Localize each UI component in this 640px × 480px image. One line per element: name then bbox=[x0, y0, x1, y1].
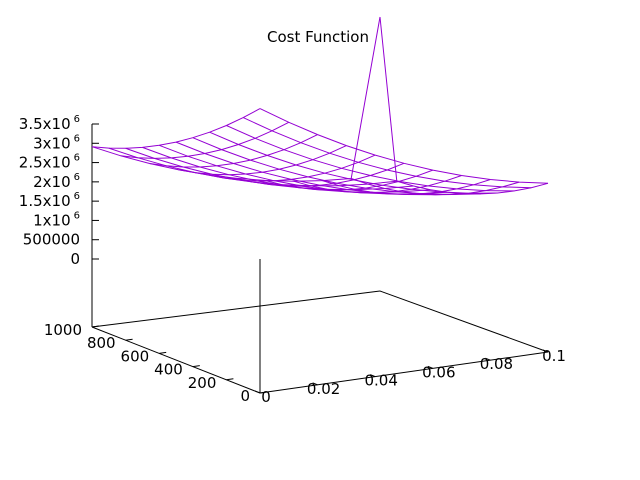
x-axis-ticks: 0 0.02 0.04 0.06 0.08 0.1 bbox=[254, 347, 566, 406]
y-tick-mark bbox=[159, 351, 167, 354]
back-edge-x-max bbox=[379, 290, 549, 353]
surface-mesh bbox=[91, 16, 549, 196]
x-tick-label: 0.02 bbox=[307, 380, 340, 398]
surface-mesh-line bbox=[235, 162, 405, 187]
surface-mesh-line bbox=[207, 154, 376, 182]
z-tick-label: 3.5x10 6 bbox=[19, 114, 80, 133]
x-tick-mark bbox=[485, 357, 491, 361]
z-tick-label: 2.5x10 6 bbox=[19, 153, 80, 172]
surface-mesh-line bbox=[351, 178, 520, 196]
z-tick-label: 3x10 6 bbox=[33, 133, 80, 152]
y-tick-label: 0 bbox=[240, 387, 250, 405]
surface-mesh-line bbox=[178, 145, 347, 176]
x-tick-mark bbox=[427, 365, 433, 369]
surface-mesh-line bbox=[242, 117, 532, 189]
surface-mesh-line bbox=[120, 121, 290, 159]
z-tick-label: 1x10 6 bbox=[33, 210, 80, 229]
surface-mesh-line bbox=[322, 179, 491, 196]
y-axis-line bbox=[91, 326, 261, 394]
x-tick-label: 0 bbox=[261, 388, 271, 406]
surface-mesh-line bbox=[379, 16, 549, 195]
x-tick-label: 0.1 bbox=[542, 347, 566, 365]
x-tick-mark bbox=[312, 382, 318, 386]
x-axis-line bbox=[259, 351, 549, 394]
x-tick-label: 0.08 bbox=[480, 355, 513, 373]
x-tick-label: 0.04 bbox=[364, 372, 397, 390]
y-tick-label: 600 bbox=[121, 347, 150, 365]
z-tick-label: 2x10 6 bbox=[33, 172, 80, 191]
y-tick-mark bbox=[125, 338, 133, 341]
surface-mesh-line bbox=[264, 169, 433, 191]
surface-mesh-line bbox=[91, 108, 261, 149]
x-tick-mark bbox=[542, 349, 549, 353]
x-tick-label: 0.06 bbox=[422, 363, 455, 381]
surface-mesh-line bbox=[259, 108, 549, 184]
y-tick-label: 1000 bbox=[44, 321, 82, 339]
z-tick-label: 0 bbox=[70, 250, 80, 268]
x-tick-mark bbox=[254, 390, 261, 394]
y-tick-mark bbox=[192, 365, 200, 368]
y-tick-mark bbox=[91, 325, 100, 328]
x-tick-mark bbox=[370, 374, 376, 378]
z-tick-label: 500000 bbox=[23, 231, 80, 249]
y-tick-mark bbox=[226, 378, 234, 381]
y-tick-label: 800 bbox=[87, 334, 116, 352]
y-tick-mark bbox=[259, 391, 268, 394]
chart-title: Cost Function bbox=[267, 28, 369, 46]
axes bbox=[91, 124, 549, 394]
y-tick-label: 400 bbox=[154, 361, 183, 379]
z-tick-label: 1.5x10 6 bbox=[19, 191, 80, 210]
back-edge-y-max bbox=[91, 290, 381, 328]
y-tick-label: 200 bbox=[188, 374, 217, 392]
surface-mesh-line bbox=[149, 134, 318, 168]
